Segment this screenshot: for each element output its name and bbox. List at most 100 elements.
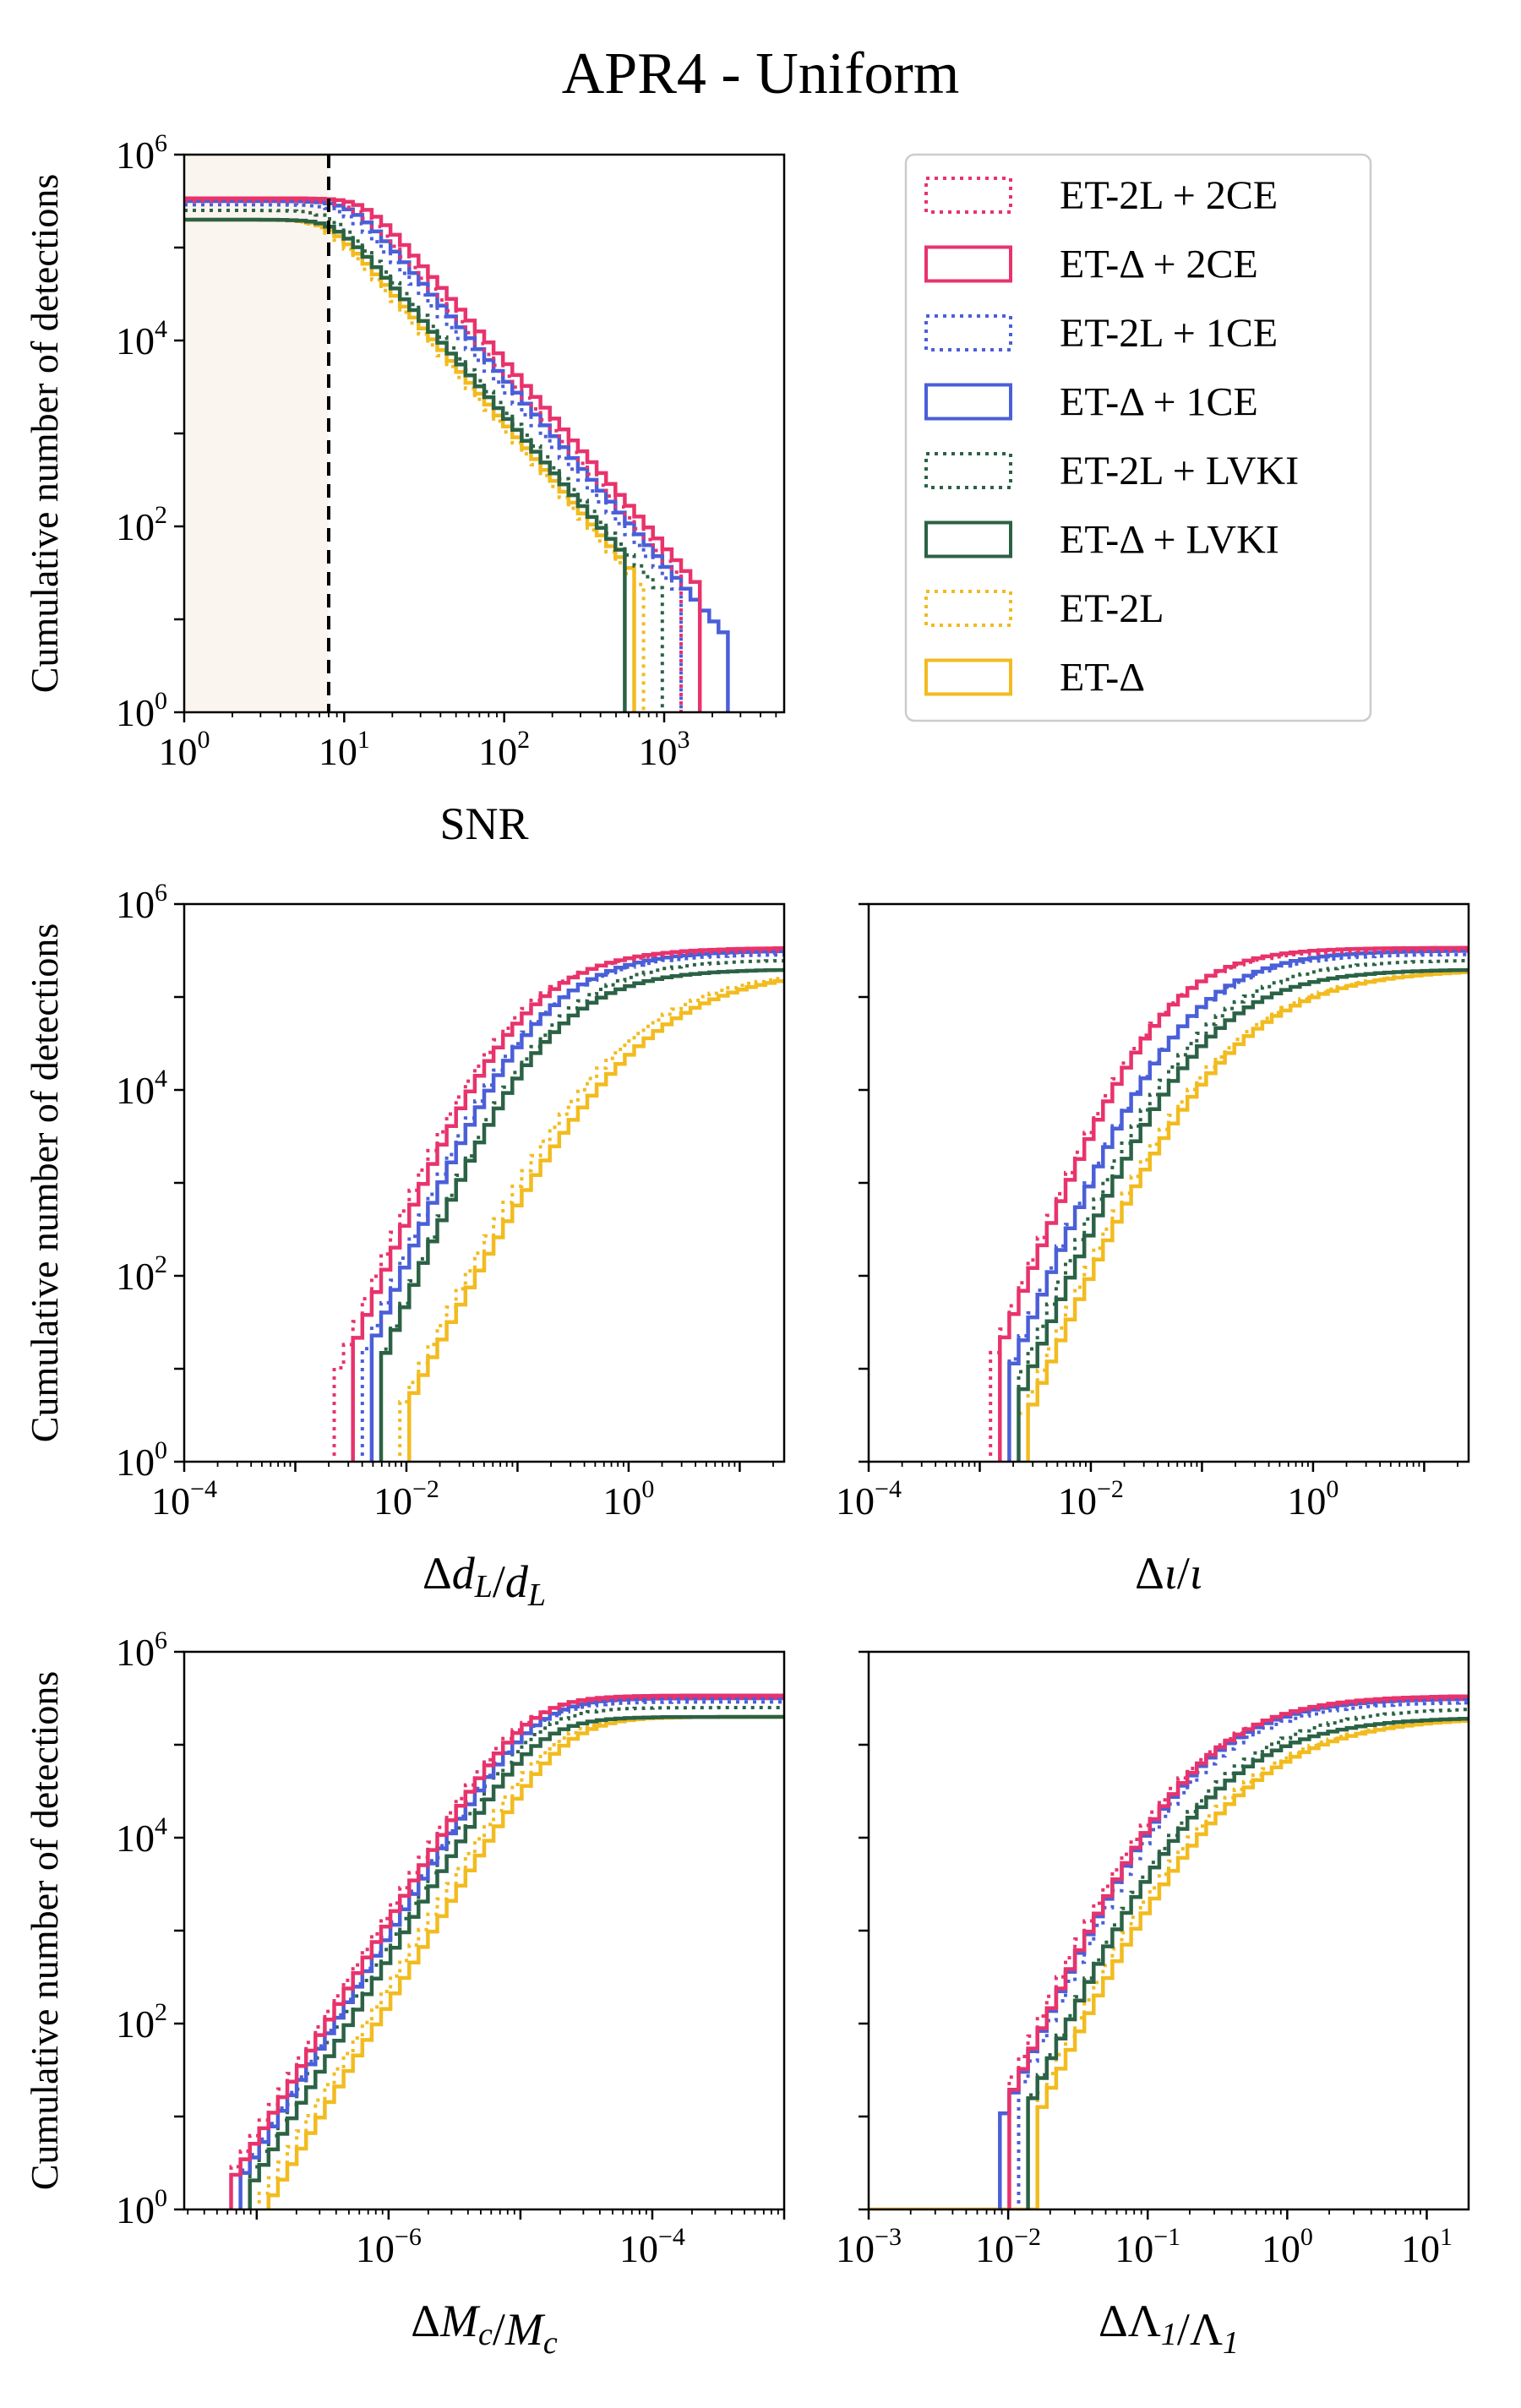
y-tick-label-exponent: 0 xyxy=(155,687,167,715)
label-char: Λ xyxy=(1190,2304,1223,2355)
label-char: / xyxy=(493,1556,505,1607)
y-tick-label-exponent: 0 xyxy=(155,1436,167,1464)
x-tick-label: 10−4 xyxy=(151,1475,217,1523)
series-line-et-lvki xyxy=(379,967,784,1462)
label-char: d xyxy=(505,1556,529,1607)
series-line-et-2l-1ce xyxy=(360,953,784,1462)
legend-label: ET-2L + 1CE xyxy=(1060,311,1278,356)
series-line-et-1ce xyxy=(238,1696,784,2209)
y-tick-label: 100 xyxy=(116,1436,167,1484)
legend-label: ET-Δ xyxy=(1060,656,1145,700)
legend-swatch xyxy=(924,177,1012,214)
x-tick-label-base: 10 xyxy=(356,2227,395,2270)
y-tick-label-base: 10 xyxy=(116,1441,155,1484)
x-tick-label-base: 10 xyxy=(639,730,678,773)
label-subscript: 1 xyxy=(1223,2325,1239,2361)
x-tick-label-base: 10 xyxy=(836,2227,875,2270)
y-tick-label-exponent: 6 xyxy=(155,1626,167,1654)
y-tick-label-base: 10 xyxy=(116,133,155,177)
x-tick-label-base: 10 xyxy=(1287,1479,1326,1523)
y-tick-label: 104 xyxy=(116,1065,167,1112)
y-tick-label-base: 10 xyxy=(116,883,155,926)
series-line-et-2l-1ce xyxy=(184,203,683,712)
x-tick-label-exponent: 0 xyxy=(1326,1475,1338,1503)
x-tick-label-exponent: −3 xyxy=(875,2223,902,2251)
y-tick-label-base: 10 xyxy=(116,2002,155,2046)
x-tick-label-exponent: −4 xyxy=(658,2223,685,2251)
x-tick-label-exponent: −4 xyxy=(875,1475,902,1503)
legend-label: ET-2L + 2CE xyxy=(1060,173,1278,218)
series-line-et-1ce xyxy=(369,949,784,1462)
y-tick-label: 104 xyxy=(116,315,167,362)
legend: ET-2L + 2CE ET-Δ + 2CE ET-2L + 1CE ET-Δ + 1… xyxy=(904,153,1372,722)
legend-label: ET-Δ + 1CE xyxy=(1060,380,1258,425)
x-tick-label-base: 10 xyxy=(1401,2227,1440,2270)
axes-frame xyxy=(867,902,1470,1463)
legend-swatch xyxy=(924,590,1012,627)
series-line-et-2ce xyxy=(351,946,784,1462)
x-tick-label-base: 10 xyxy=(373,1479,412,1523)
label-subscript: c xyxy=(478,2317,493,2352)
label-char: Δ xyxy=(1098,2296,1128,2346)
series-group xyxy=(184,196,730,712)
x-tick-label-base: 10 xyxy=(1262,2227,1300,2270)
x-tick-label-base: 10 xyxy=(602,1479,641,1523)
series-line-et-2ce xyxy=(998,945,1469,1462)
x-tick-label: 100 xyxy=(602,1475,654,1523)
legend-swatch xyxy=(924,383,1012,421)
x-axis-label: ΔdL/dL xyxy=(422,1548,546,1613)
x-tick-label: 10−4 xyxy=(836,1475,902,1523)
label-subscript: 1 xyxy=(1161,2317,1177,2352)
y-tick-label: 102 xyxy=(116,1250,167,1298)
y-tick-label-base: 10 xyxy=(116,691,155,734)
x-tick-label-base: 10 xyxy=(1058,1479,1097,1523)
y-tick-label-exponent: 2 xyxy=(155,1250,167,1278)
y-axis-label: Cumulative number of detections xyxy=(23,923,66,1442)
label-subscript: L xyxy=(474,1569,493,1604)
label-char: d xyxy=(452,1548,476,1599)
y-axis-label: Cumulative number of detections xyxy=(23,1671,66,2190)
x-tick-label: 102 xyxy=(478,726,530,773)
series-line-et-2l-2ce xyxy=(1007,1697,1469,2209)
legend-label: ET-2L xyxy=(1060,586,1164,631)
label-char: Λ xyxy=(1128,2296,1161,2346)
x-tick-label-exponent: 1 xyxy=(357,726,370,754)
series-line-et-2l-1ce xyxy=(1017,1701,1469,2209)
x-tick-label-base: 10 xyxy=(319,730,357,773)
x-tick-label-exponent: −2 xyxy=(1097,1475,1124,1503)
x-tick-label-exponent: 0 xyxy=(198,726,210,754)
legend-swatch xyxy=(924,658,1012,696)
label-char: ι xyxy=(1164,1548,1177,1599)
y-tick-label-base: 10 xyxy=(116,505,155,548)
series-group xyxy=(332,946,784,1462)
legend-swatch xyxy=(924,452,1012,489)
legend-frame xyxy=(904,153,1372,722)
label-char: Δ xyxy=(411,2296,440,2346)
series-group xyxy=(989,945,1469,1462)
x-tick-label: 10−4 xyxy=(619,2223,685,2270)
x-tick-label-exponent: 2 xyxy=(517,726,530,754)
y-tick-label-base: 10 xyxy=(116,1631,155,1674)
x-tick-label: 100 xyxy=(1287,1475,1338,1523)
y-tick-label-exponent: 2 xyxy=(155,1998,167,2026)
series-line-et-2ce xyxy=(184,196,702,712)
x-tick-label-exponent: 3 xyxy=(678,726,690,754)
y-tick-label-exponent: 4 xyxy=(155,1812,167,1840)
label-char: M xyxy=(504,2304,546,2355)
series-line-et-2ce xyxy=(229,1693,784,2209)
label-subscript: c xyxy=(543,2325,558,2361)
x-tick-label-exponent: −1 xyxy=(1153,2223,1180,2251)
x-tick-label-base: 10 xyxy=(975,2227,1014,2270)
legend-label: ET-2L + LVKI xyxy=(1060,449,1299,493)
series-line-et-2l-1ce xyxy=(1007,952,1469,1462)
x-tick-label: 101 xyxy=(1401,2223,1453,2270)
x-tick-label-exponent: 0 xyxy=(1300,2223,1313,2251)
x-tick-label: 101 xyxy=(319,726,370,773)
x-tick-label: 10−2 xyxy=(1058,1475,1124,1523)
y-tick-label: 102 xyxy=(116,1998,167,2046)
y-tick-label-exponent: 4 xyxy=(155,315,167,343)
